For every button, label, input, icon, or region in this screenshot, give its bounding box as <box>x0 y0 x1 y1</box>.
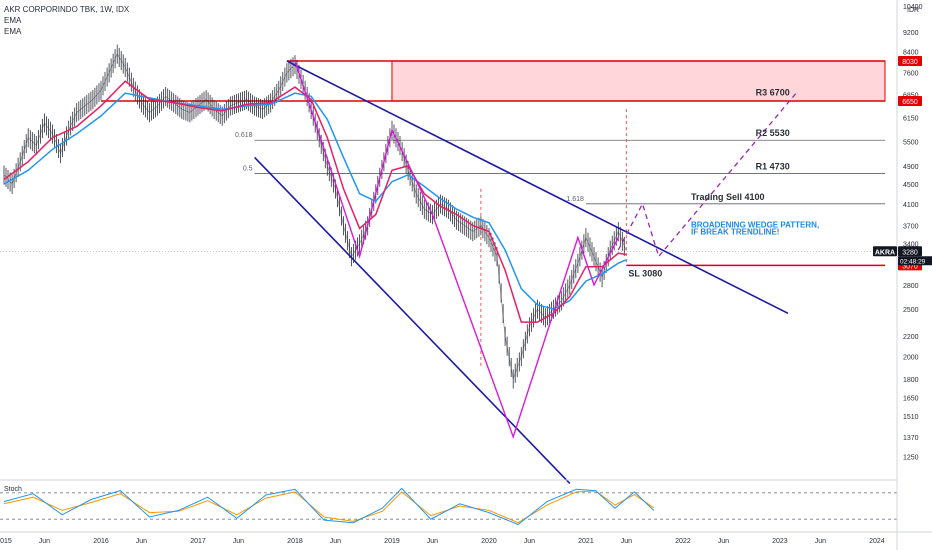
annotations-layer: R3 6700 R2 5530 R1 4730 Trading Sell 4100 SL… <box>628 87 819 278</box>
price-tick-label: 1250 <box>903 454 919 461</box>
series-layer <box>3 44 627 389</box>
stoch-k-line <box>3 487 655 526</box>
price-tick-label: 8400 <box>903 49 919 56</box>
time-axis[interactable]: 2015 Jun 2016 Jun 2017 Jun 2018 Jun 2019 Jun 2020 J… <box>0 531 932 545</box>
countdown-tag <box>898 256 932 266</box>
price-tick-label: 1370 <box>903 435 919 442</box>
ema-fast-line <box>3 80 627 323</box>
indicator-ema-1: EMA <box>4 16 22 25</box>
time-tick-label: 2015 <box>0 538 12 545</box>
time-tick-label: Jun <box>524 538 535 545</box>
time-tick-label: 2024 <box>869 538 885 545</box>
time-tick-label: 2019 <box>384 538 400 545</box>
time-tick-label: 2021 <box>578 538 594 545</box>
stoch-d-line <box>3 490 655 524</box>
price-tag-text: 8030 <box>902 59 918 66</box>
fib-level-label-3: 1.618 <box>566 196 584 203</box>
annotation-5: SL 3080 <box>628 269 662 279</box>
price-tag-text: 3070 <box>902 263 918 270</box>
time-tick-label: Jun <box>136 538 147 545</box>
price-axis-background <box>897 0 932 550</box>
annotation-6: BROADENING WEDGE PATTERN, <box>691 220 819 229</box>
symbol-title: AKR CORPORINDO TBK, 1W, IDX <box>4 5 130 14</box>
countdown-text: 02:48:29 <box>900 258 926 265</box>
price-tag-8030 <box>898 55 922 66</box>
wedge-upper-trendline <box>286 60 789 315</box>
price-tick-label: 3700 <box>903 224 919 231</box>
vertical-markers-layer <box>480 109 627 368</box>
time-tick-label: Jun <box>718 538 729 545</box>
price-axis[interactable]: 1040092008400760068506150550049004500410… <box>896 0 932 550</box>
resistance-zone-layer <box>391 60 886 102</box>
price-tick-label: 2500 <box>903 307 919 314</box>
price-tag-text: 6650 <box>902 99 918 106</box>
annotation-7: IF BREAK TRENDLINE! <box>691 228 779 237</box>
level-lines-layer: 0.618 0.5 1.618 <box>0 60 897 267</box>
time-tick-label: Jun <box>39 538 50 545</box>
price-tag-3280 <box>898 246 922 257</box>
time-tick-label: 2018 <box>287 538 303 545</box>
annotation-4: Trading Sell 4100 <box>691 192 765 202</box>
wedge-lower-trendline <box>254 156 571 484</box>
annotation-3: R1 4730 <box>756 161 790 171</box>
price-tick-label: 3400 <box>903 242 919 249</box>
time-tick-label: 2023 <box>772 538 788 545</box>
price-tick-label: 2000 <box>903 354 919 361</box>
price-tag-text: 3280 <box>902 249 918 256</box>
time-tick-label: 2020 <box>481 538 497 545</box>
price-tag-6650 <box>898 96 922 107</box>
price-tick-label: 1800 <box>903 377 919 384</box>
price-tick-label: 4500 <box>903 182 919 189</box>
price-tick-label: 9200 <box>903 30 919 37</box>
symbol-tag <box>873 246 897 257</box>
price-tick-label: 7600 <box>903 71 919 78</box>
annotation-2: R2 5530 <box>756 128 790 138</box>
annotation-1: R3 6700 <box>756 87 790 97</box>
drawings-layer <box>254 60 797 484</box>
price-tick-label: 2800 <box>903 283 919 290</box>
time-tick-label: Jun <box>815 538 826 545</box>
price-tick-label: 4900 <box>903 164 919 171</box>
time-tick-label: 2022 <box>675 538 691 545</box>
time-tick-label: Jun <box>233 538 244 545</box>
price-tick-label: 5500 <box>903 139 919 146</box>
zigzag-pattern <box>294 60 619 439</box>
time-tick-label: 2016 <box>93 538 109 545</box>
time-tick-label: Jun <box>427 538 438 545</box>
time-tick-label: Jun <box>330 538 341 545</box>
time-tick-label: Jun <box>621 538 632 545</box>
price-tick-label: 2200 <box>903 334 919 341</box>
symbol-tag-text: AKRA <box>875 249 895 256</box>
price-axis-unit: IDR <box>907 7 919 14</box>
fib-level-label-1: 0.618 <box>235 132 253 139</box>
fib-level-label-2: 0.5 <box>243 165 253 172</box>
price-tick-label: 10400 <box>903 4 923 11</box>
price-tick-label: 6150 <box>903 116 919 123</box>
price-tags-layer: 8030 6650 3280 3070 AKRA 02:48:29 <box>873 55 932 271</box>
price-tick-label: 1650 <box>903 395 919 402</box>
time-tick-label: 2017 <box>190 538 206 545</box>
ema-slow-line <box>3 92 627 310</box>
indicator-ema-2: EMA <box>4 27 22 36</box>
price-tick-label: 1510 <box>903 414 919 421</box>
stoch-label: Stoch <box>4 486 22 493</box>
resistance-zone <box>391 60 886 102</box>
price-tick-label: 4100 <box>903 202 919 209</box>
